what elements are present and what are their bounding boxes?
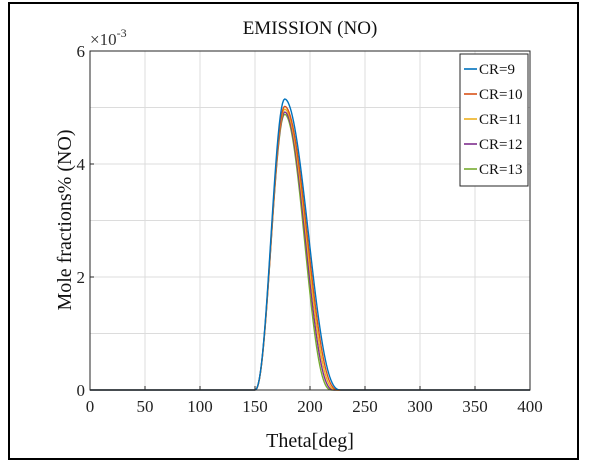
legend-label: CR=13 xyxy=(479,162,522,178)
y-tick-label: 4 xyxy=(77,155,86,174)
x-tick-label: 300 xyxy=(407,397,433,416)
x-tick-label: 400 xyxy=(517,397,543,416)
legend-label: CR=11 xyxy=(479,112,522,128)
y-tick-label: 2 xyxy=(77,268,86,287)
x-ticks: 0 50 100 150 200 250 300 350 400 xyxy=(86,386,543,416)
legend-label: CR=12 xyxy=(479,137,522,153)
x-tick-label: 250 xyxy=(352,397,378,416)
legend: CR=9 CR=10 CR=11 CR=12 CR=13 xyxy=(459,53,529,187)
x-tick-label: 150 xyxy=(242,397,268,416)
x-tick-label: 100 xyxy=(187,397,213,416)
chart-title: EMISSION (NO) xyxy=(243,18,378,39)
legend-label: CR=10 xyxy=(479,87,522,103)
legend-label: CR=9 xyxy=(479,62,515,78)
x-axis-label: Theta[deg] xyxy=(266,430,354,452)
y-tick-label: 6 xyxy=(77,42,86,61)
y-multiplier-exponent: -3 xyxy=(117,26,127,40)
y-multiplier-base: ×10 xyxy=(90,30,117,49)
legend-box xyxy=(459,53,529,187)
x-tick-label: 50 xyxy=(137,397,154,416)
x-tick-label: 200 xyxy=(297,397,323,416)
x-tick-label: 0 xyxy=(86,397,95,416)
y-tick-label: 0 xyxy=(77,381,86,400)
y-multiplier: ×10-3 xyxy=(90,26,127,49)
y-ticks: 0 2 4 6 xyxy=(77,42,94,400)
x-tick-label: 350 xyxy=(462,397,488,416)
y-axis-label: Mole fractions% (NO) xyxy=(54,129,76,310)
